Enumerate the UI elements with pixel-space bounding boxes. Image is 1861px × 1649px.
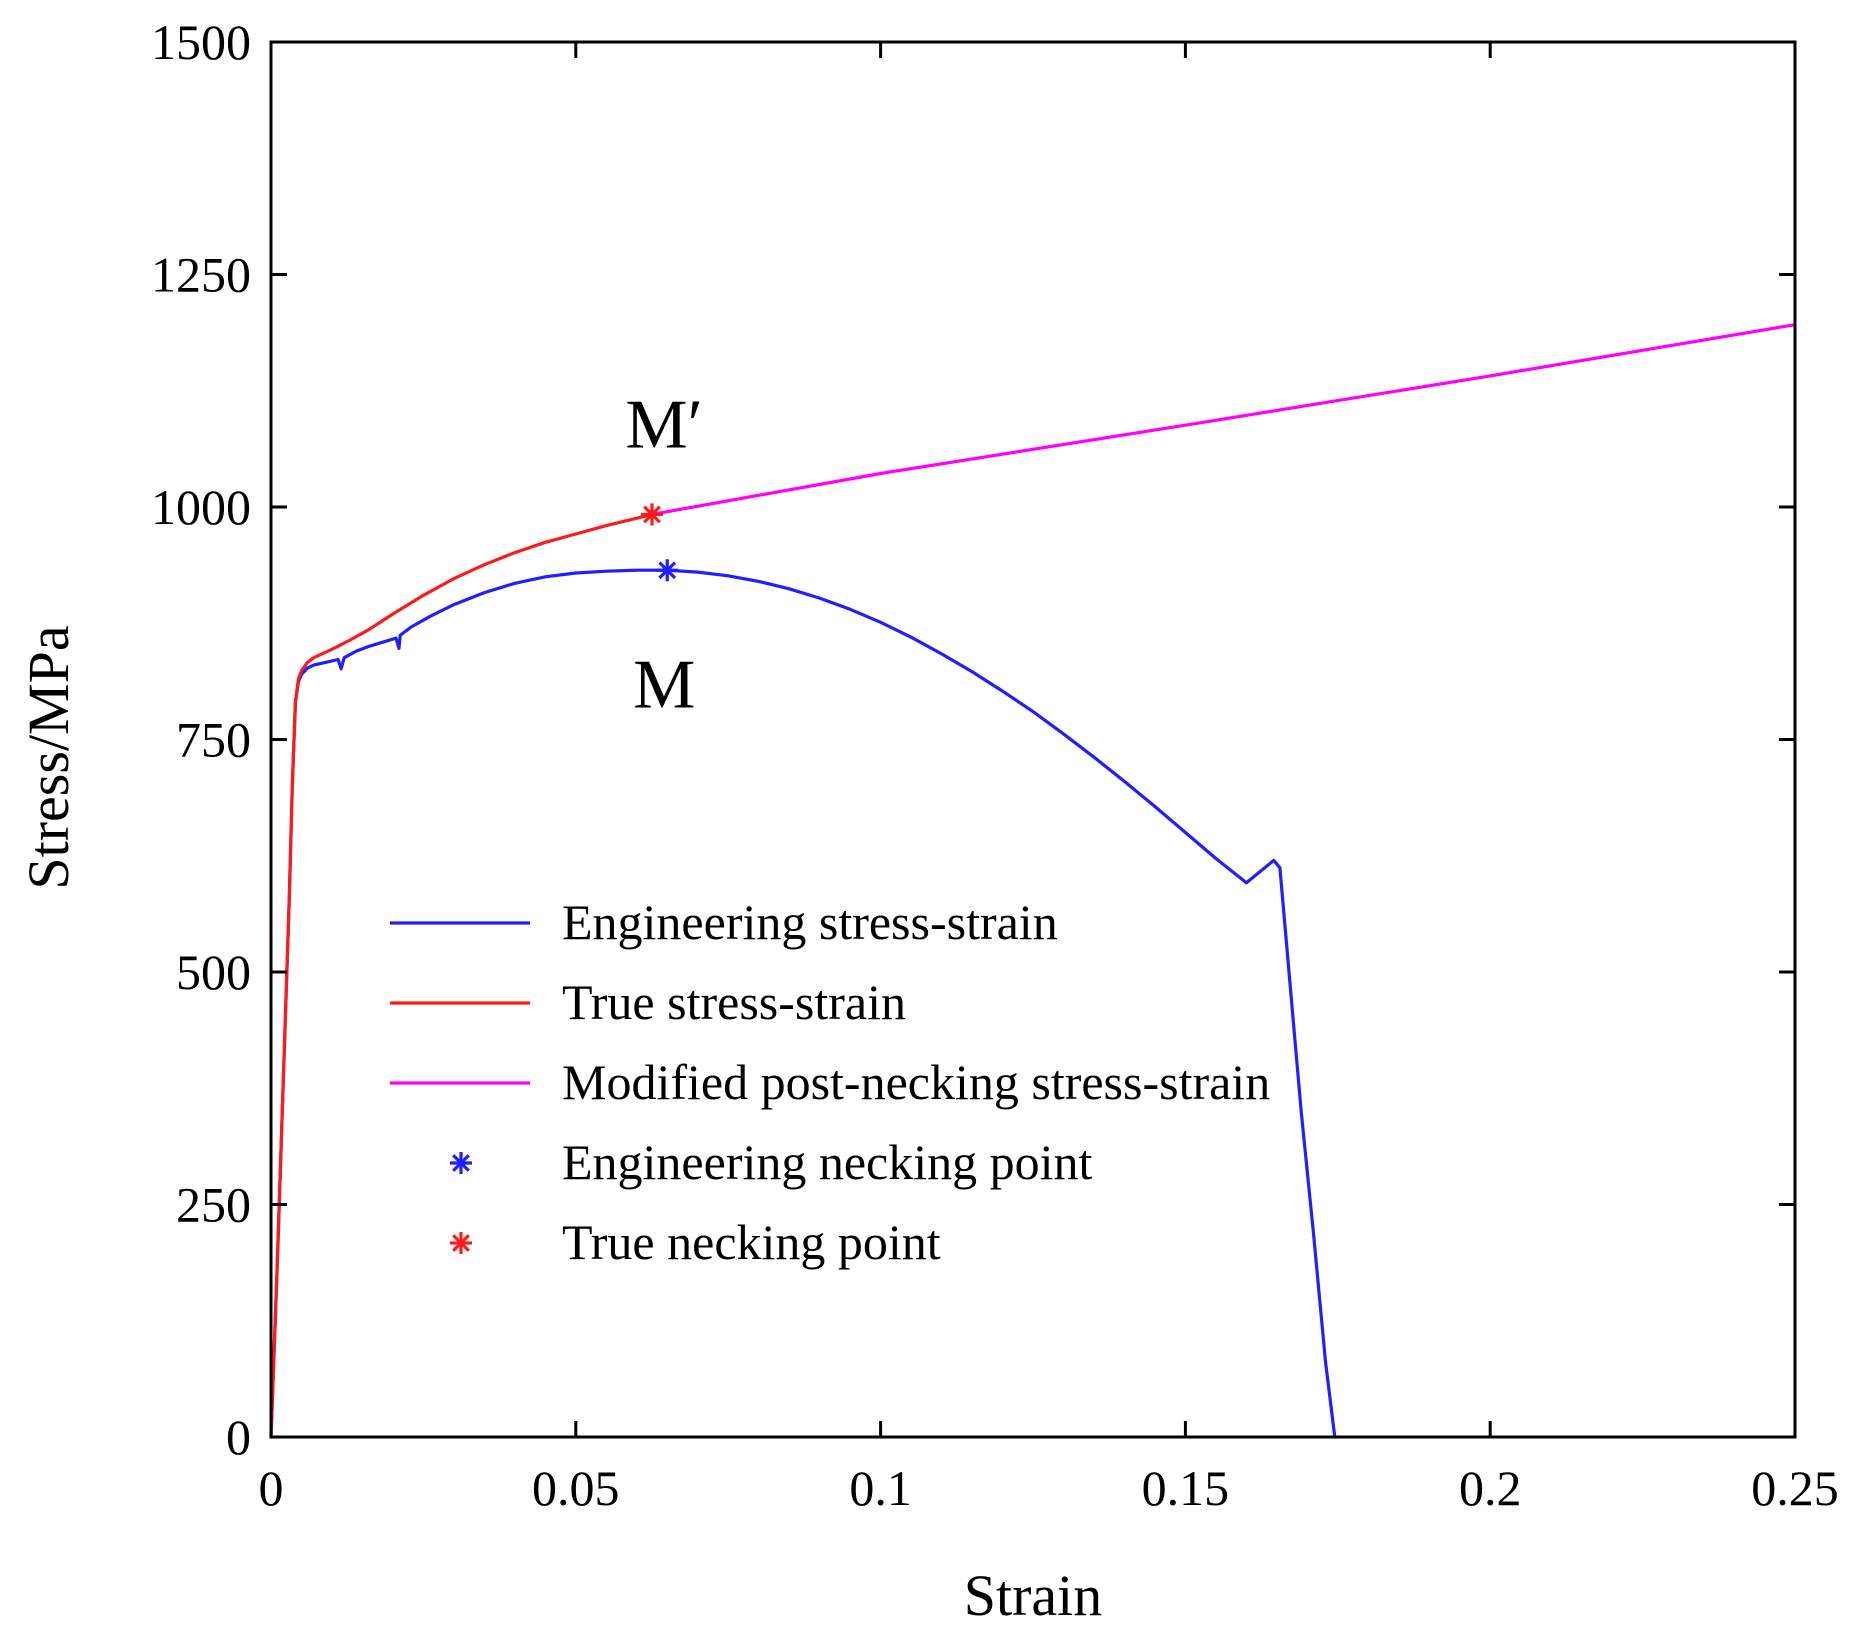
legend-swatch-marker-stroke	[452, 1154, 470, 1172]
legend-label: Engineering necking point	[562, 1134, 1093, 1190]
legend-label: Modified post-necking stress-strain	[562, 1054, 1270, 1110]
y-tick-label: 750	[176, 712, 251, 768]
legend-entry-true-necking-point: True necking point	[450, 1214, 941, 1270]
y-tick-label: 250	[176, 1177, 251, 1233]
annotation-label: M′	[625, 386, 703, 463]
legend-label: True necking point	[562, 1214, 941, 1270]
ticks-layer: 0 0.05 0.1 0.15 0.2 0.25 0 250 500 750 1000 1250 150…	[151, 14, 1839, 1516]
x-axis-title: Strain	[964, 1563, 1103, 1628]
legend-entry-engineering-stress-strain: Engineering stress-strain	[390, 894, 1058, 950]
x-tick-label: 0	[259, 1460, 284, 1516]
legend-swatch-marker	[450, 1232, 472, 1254]
legend-swatch-marker	[450, 1152, 472, 1174]
legend-label: True stress-strain	[562, 974, 906, 1030]
legend-entry-engineering-necking-point: Engineering necking point	[450, 1134, 1093, 1190]
marker-engineering-necking-point-stroke	[658, 561, 677, 580]
x-tick-label: 0.05	[532, 1460, 620, 1516]
legend-label: Engineering stress-strain	[562, 894, 1058, 950]
plot-frame	[269, 40, 1797, 1439]
markers-layer	[641, 503, 679, 582]
marker-true-necking-point	[641, 503, 663, 526]
legend-entry-true-stress-strain: True stress-strain	[390, 974, 906, 1030]
series-line-true-stress-strain	[269, 512, 654, 1439]
y-tick-label: 0	[226, 1409, 251, 1465]
y-tick-label: 1250	[151, 247, 251, 303]
legend: Engineering stress-strain True stress-str…	[390, 894, 1270, 1270]
annotations-layer: M′ M	[625, 386, 703, 723]
y-tick-label: 500	[176, 944, 251, 1000]
y-tick-label: 1000	[151, 479, 251, 535]
y-axis-title: Stress/MPa	[16, 625, 81, 889]
x-tick-label: 0.1	[849, 1460, 912, 1516]
series-layer	[269, 323, 1797, 1439]
legend-swatch-marker-stroke	[452, 1234, 470, 1252]
y-tick-label: 1500	[151, 14, 251, 70]
marker-engineering-necking-point	[656, 559, 679, 582]
x-tick-label: 0.2	[1459, 1460, 1522, 1516]
annotation-label: M	[633, 647, 695, 724]
series-line-modified-post-necking-stress-strain	[650, 323, 1797, 517]
x-tick-label: 0.15	[1142, 1460, 1230, 1516]
x-tick-label: 0.25	[1751, 1460, 1839, 1516]
series-line-engineering-stress-strain	[269, 568, 1337, 1439]
legend-entry-modified-post-necking-stress-strain: Modified post-necking stress-strain	[390, 1054, 1270, 1110]
marker-true-necking-point-stroke	[643, 505, 661, 524]
